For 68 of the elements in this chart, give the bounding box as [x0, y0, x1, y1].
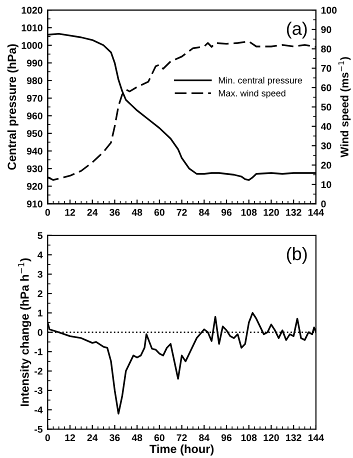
y-tick-label: 910 — [26, 200, 42, 208]
x-tick-label: 144 — [308, 434, 324, 442]
x-tick-label: 12 — [65, 208, 76, 216]
x-tick-label: 96 — [221, 208, 232, 216]
x-tick-label: 36 — [110, 434, 120, 442]
x-tick-label: 24 — [87, 208, 98, 216]
y2-tick-label: 80 — [321, 46, 332, 52]
x-tick-label: 132 — [286, 208, 302, 216]
y-tick-label: 0 — [38, 329, 42, 336]
x-tick-label: 72 — [176, 208, 187, 216]
legend-label: Min. central pressure — [218, 76, 302, 86]
x-tick-label: 108 — [241, 434, 257, 442]
x-tick-label: 120 — [264, 208, 279, 216]
y-tick-label: -3 — [34, 387, 42, 394]
y-tick-label: 930 — [26, 165, 42, 172]
y-tick-label: 970 — [26, 94, 42, 102]
y2-tick-label: 30 — [321, 142, 332, 150]
y-tick-label: 5 — [38, 232, 43, 240]
y2-tick-label: 60 — [321, 84, 332, 92]
y-tick-label: 980 — [26, 77, 42, 84]
y2-tick-label: 50 — [321, 104, 332, 111]
x-tick-label: 84 — [199, 208, 210, 216]
x-tick-label: 72 — [176, 434, 187, 442]
y-tick-label: 1 — [38, 310, 43, 316]
y-tick-label: 990 — [26, 60, 42, 67]
y-tick-label: -2 — [34, 368, 42, 375]
y-tick-label: 2 — [38, 290, 42, 298]
x-tick-label: 0 — [45, 208, 50, 216]
x-tick-label: 108 — [241, 208, 257, 216]
x-tick-label: 84 — [199, 434, 210, 442]
y-tick-label: 3 — [38, 270, 42, 278]
x-tick-label: 60 — [154, 434, 164, 442]
x-tick-label: 24 — [87, 434, 98, 442]
y2-tick-label: 10 — [321, 181, 332, 188]
x-tick-label: 120 — [264, 434, 279, 442]
annotation: (b) — [286, 247, 307, 264]
x-tick-label: 60 — [154, 208, 164, 216]
y2-axis-title: Wind speed (ms$^{−1}$) — [338, 57, 351, 158]
y-tick-label: 1020 — [22, 6, 42, 14]
y-tick-label: -4 — [34, 406, 43, 414]
legend-label: Max. wind speed — [218, 90, 286, 98]
y-tick-label: 1000 — [22, 42, 42, 49]
y2-tick-label: 40 — [320, 123, 332, 130]
y2-tick-label: 0 — [321, 200, 326, 208]
y-tick-label: 920 — [26, 182, 42, 190]
y-axis-title: Central pressure (hPa) — [7, 44, 18, 170]
x-axis-title: Time (hour) — [150, 444, 214, 456]
y-tick-label: 960 — [26, 112, 42, 120]
y2-tick-label: 100 — [321, 6, 337, 14]
y-tick-label: 940 — [26, 148, 42, 155]
y-axis-title: Intensity change (hPa h$^{−1}$) — [18, 258, 32, 406]
x-tick-label: 96 — [221, 434, 232, 442]
x-tick-label: 132 — [286, 434, 302, 442]
y-tick-label: -5 — [34, 426, 43, 433]
y-tick-label: 4 — [38, 252, 43, 258]
x-tick-label: 48 — [132, 208, 142, 216]
x-tick-label: 36 — [110, 208, 120, 216]
y2-tick-label: 70 — [321, 64, 332, 72]
x-tick-label: 144 — [308, 209, 324, 216]
x-tick-label: 12 — [65, 434, 76, 442]
annotation: (a) — [286, 22, 307, 39]
x-tick-label: 48 — [132, 434, 142, 442]
y-tick-label: -1 — [34, 348, 43, 356]
y-tick-label: 1010 — [22, 24, 42, 32]
y-tick-label: 950 — [26, 130, 42, 137]
x-tick-label: 0 — [45, 434, 50, 442]
y2-tick-label: 90 — [321, 26, 332, 34]
y2-tick-label: 20 — [321, 162, 332, 169]
